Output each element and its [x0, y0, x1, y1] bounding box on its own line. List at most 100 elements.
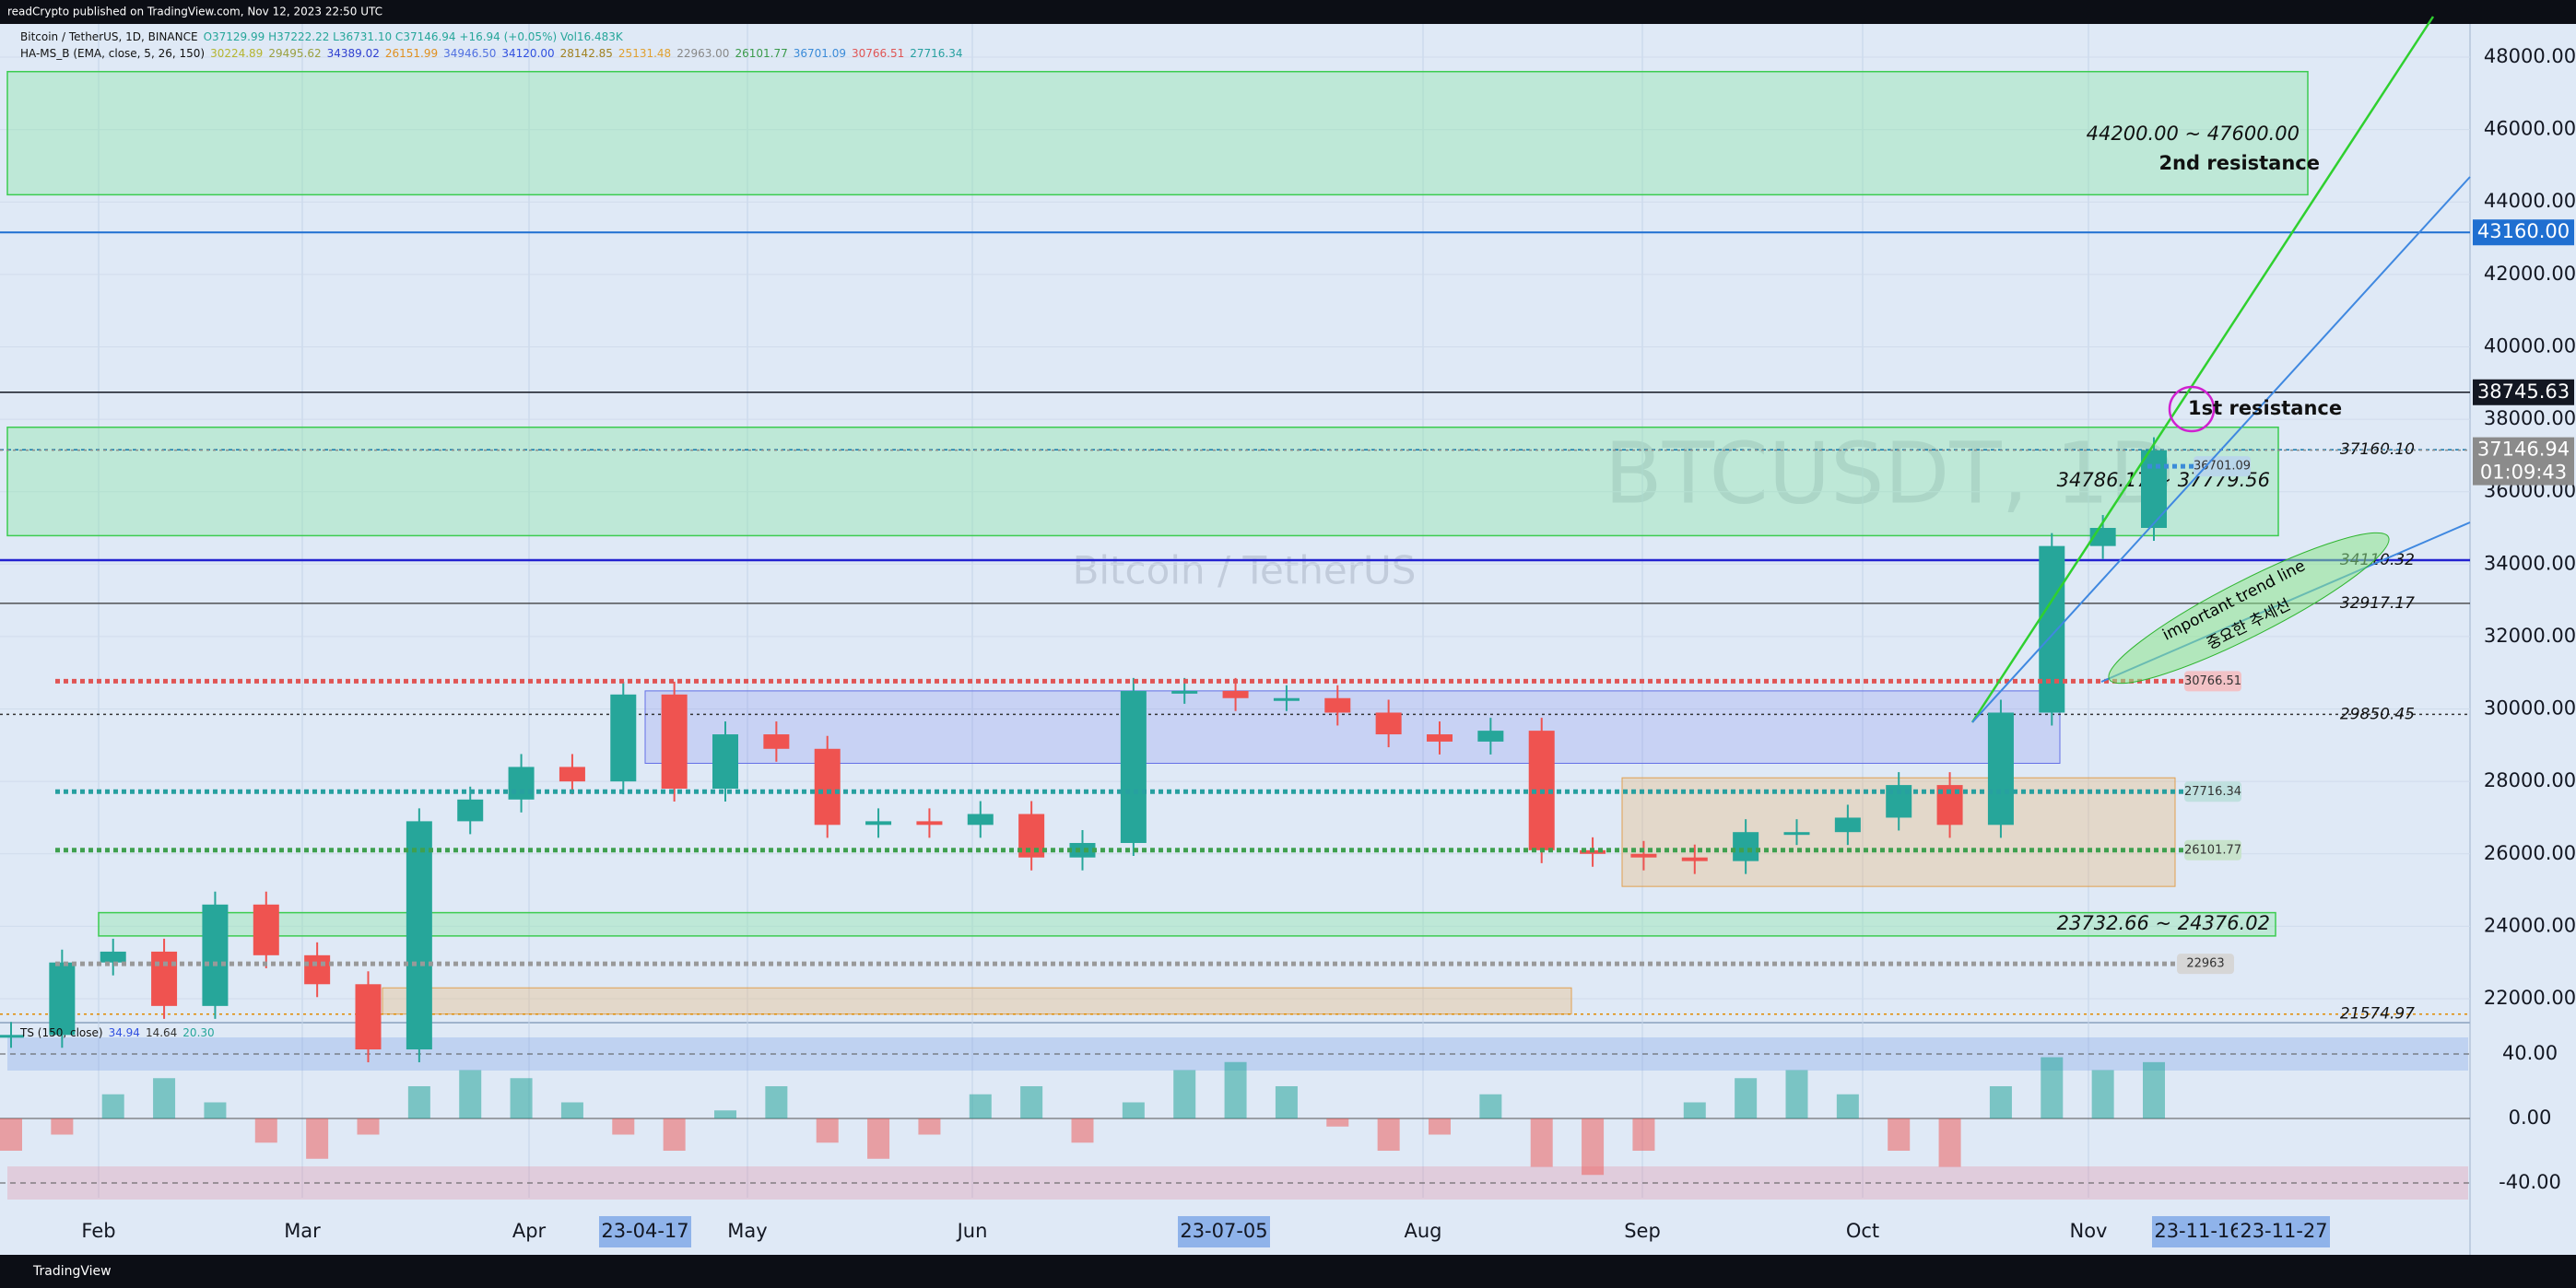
time-label: 23-04-17: [601, 1220, 688, 1242]
candle: [1018, 814, 1045, 858]
osc-bar: [459, 1070, 482, 1118]
osc-bar: [714, 1110, 736, 1118]
price-tick-label: 30000.00: [2484, 697, 2576, 720]
candle: [1120, 690, 1147, 843]
time-highlight: [2238, 1216, 2330, 1247]
header-item: 36701.09: [794, 47, 846, 60]
candle: [661, 694, 688, 790]
price-tick-label: 42000.00: [2484, 263, 2576, 285]
osc-bar: [1735, 1078, 1758, 1118]
candle: [151, 951, 178, 1006]
osc-bar: [2143, 1061, 2165, 1118]
footer-brand[interactable]: TradingView: [32, 1264, 112, 1279]
watermark-title: BTCUSDT, 1D: [1605, 424, 2175, 522]
candle: [1733, 832, 1759, 861]
time-label: Nov: [2070, 1220, 2108, 1242]
tag-label: 22963: [2186, 957, 2224, 971]
zone: [6, 70, 2309, 196]
oscillator-line: TS (150, close) 34.94 14.64 20.30: [19, 1026, 215, 1039]
candle: [916, 821, 943, 825]
osc-bar: [1173, 1070, 1196, 1118]
time-highlight: [599, 1216, 691, 1247]
osc-bar: [1989, 1086, 2012, 1118]
header-item: 27716.34: [910, 47, 962, 60]
osc-bar: [1275, 1086, 1298, 1118]
price-tick-label: 26000.00: [2484, 842, 2576, 864]
osc-bar: [918, 1118, 941, 1135]
time-highlight: [2152, 1216, 2244, 1247]
time-label: Jun: [956, 1220, 988, 1242]
candle: [1171, 690, 1198, 694]
time-label: Oct: [1846, 1220, 1879, 1242]
osc-bar: [2041, 1057, 2064, 1118]
candle: [814, 748, 841, 825]
candle: [1273, 697, 1300, 701]
osc-bar: [663, 1118, 686, 1151]
candle: [253, 904, 279, 955]
range-box: [644, 690, 2061, 765]
osc-bar: [867, 1118, 890, 1159]
range-box: [382, 987, 1572, 1015]
osc-bar: [1326, 1118, 1349, 1127]
osc-bar: [2091, 1070, 2114, 1118]
time-label: 23-07-05: [1180, 1220, 1267, 1242]
candle: [100, 951, 126, 963]
price-tick-label: 32000.00: [2484, 625, 2576, 647]
osc-bar: [1938, 1118, 1961, 1167]
tag-box: [2177, 954, 2234, 975]
zone-note: 1st resistance: [2188, 397, 2342, 419]
highlight-label: 37146.94: [2477, 439, 2570, 461]
top-bar: [0, 0, 2576, 24]
header-item: 34.94: [109, 1026, 140, 1039]
trend-line: [1971, 176, 2471, 723]
osc-bar: [306, 1118, 329, 1159]
header-item: O37129.99 H37222.22 L36731.10 C37146.94 …: [204, 30, 624, 43]
header-item: 28142.85: [560, 47, 613, 60]
time-label: Feb: [81, 1220, 115, 1242]
countdown: 01:09:43: [2480, 462, 2567, 484]
candle: [763, 734, 790, 749]
tag-label: 27716.34: [2184, 785, 2241, 799]
osc-bar: [101, 1094, 124, 1118]
candle: [1987, 712, 2014, 825]
candle: [0, 1035, 24, 1038]
candle: [1630, 853, 1657, 858]
osc-bar: [1122, 1102, 1145, 1118]
osc-bar: [1530, 1118, 1553, 1167]
osc-bar: [357, 1118, 380, 1135]
price-tick-label: 40000.00: [2484, 334, 2576, 357]
candle: [865, 821, 892, 825]
tag-label: 26101.77: [2184, 843, 2241, 857]
osc-bar: [1377, 1118, 1400, 1151]
time-label: May: [727, 1220, 767, 1242]
osc-bar: [204, 1102, 227, 1118]
osc-bar: [765, 1086, 788, 1118]
zone-label: 44200.00 ~ 47600.00: [2087, 123, 2300, 145]
osc-bar: [1582, 1118, 1605, 1176]
osc-bar: [510, 1078, 533, 1118]
header-item: 14.64: [146, 1026, 177, 1039]
highlight-box: [2473, 219, 2574, 246]
candle: [2141, 450, 2167, 528]
price-tick-label: 28000.00: [2484, 769, 2576, 791]
level-label: 29850.45: [2340, 705, 2415, 723]
osc-bar: [0, 1118, 22, 1151]
header-item: 22963.00: [676, 47, 729, 60]
candle: [1069, 842, 1096, 858]
header-item: 34389.02: [327, 47, 380, 60]
osc-bar: [254, 1118, 277, 1143]
candle: [49, 962, 76, 1036]
time-label: Mar: [284, 1220, 321, 1242]
zone-label: 23732.66 ~ 24376.02: [2057, 912, 2270, 934]
highlight-box: [2473, 379, 2574, 405]
tag-box: [2184, 839, 2241, 861]
time-label: 23-11-16: [2154, 1220, 2241, 1242]
header-item: HA-MS_B (EMA, close, 5, 26, 150): [20, 47, 205, 60]
header-item: 26151.99: [385, 47, 438, 60]
price-tick-label: 46000.00: [2484, 118, 2576, 140]
osc-bar: [560, 1102, 583, 1118]
zone: [6, 426, 2279, 537]
candle: [355, 984, 382, 1050]
watermark-subtitle: Bitcoin / TetherUS: [1073, 548, 1417, 593]
